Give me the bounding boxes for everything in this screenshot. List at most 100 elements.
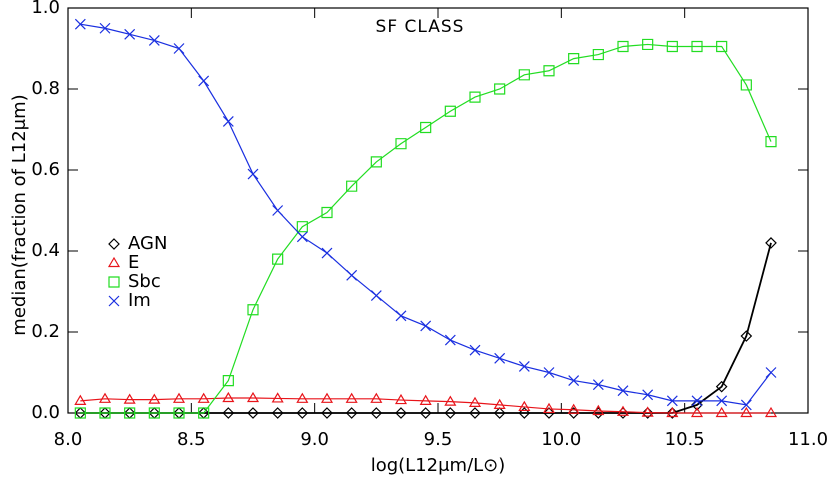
y-tick-label: 0.0: [31, 402, 60, 423]
data-point: [468, 396, 482, 407]
data-point: [740, 79, 752, 91]
data-point: [123, 393, 136, 404]
data-point: [716, 40, 728, 53]
data-point: [272, 253, 284, 265]
data-point: [493, 407, 506, 419]
chart-title: SF CLASS: [376, 17, 465, 37]
series-line: [80, 397, 771, 414]
data-point: [271, 407, 284, 419]
plot-frame: [67, 7, 809, 414]
data-point: [222, 391, 235, 403]
x-axis-label: log(L12μm/L⊙): [371, 455, 506, 476]
legend-marker: [107, 256, 121, 268]
legend-label: E: [128, 252, 139, 273]
data-point: [395, 138, 407, 150]
data-point: [740, 406, 753, 418]
data-point: [370, 290, 382, 301]
data-point: [616, 405, 630, 416]
y-tick-label: 0.2: [31, 321, 60, 342]
data-point: [666, 40, 678, 53]
data-point: [99, 407, 111, 419]
data-point: [370, 392, 383, 403]
data-point: [592, 404, 605, 416]
data-point: [345, 392, 358, 403]
series-line: [80, 43, 772, 414]
legend-label: AGN: [128, 233, 167, 254]
data-point: [395, 310, 407, 322]
data-point: [320, 392, 334, 403]
data-point: [346, 180, 358, 192]
data-point: [370, 156, 382, 168]
y-tick-label: 0.8: [31, 78, 60, 99]
data-point: [419, 407, 432, 419]
data-point: [74, 18, 86, 30]
data-point: [493, 398, 506, 409]
data-point: [666, 395, 678, 407]
data-point: [444, 395, 457, 406]
data-point: [666, 406, 679, 418]
data-point: [691, 395, 703, 407]
data-point: [740, 399, 752, 411]
x-tick-label: 10.0: [541, 429, 581, 450]
legend-label: Sbc: [128, 271, 161, 292]
data-point: [222, 115, 234, 127]
legend-label: Im: [128, 290, 151, 311]
data-point: [222, 375, 234, 387]
x-tick-label: 11.0: [788, 429, 828, 450]
data-point: [666, 407, 679, 419]
data-point: [173, 43, 185, 54]
data-point: [99, 22, 111, 34]
x-tick-label: 10.5: [665, 429, 705, 450]
x-tick-label: 9.5: [424, 429, 453, 450]
data-point: [716, 395, 728, 407]
data-point: [765, 367, 777, 378]
y-tick-label: 0.4: [31, 240, 60, 261]
data-point: [272, 205, 284, 216]
data-point: [469, 407, 481, 419]
data-point: [420, 121, 432, 134]
data-point: [568, 375, 580, 387]
data-point: [271, 392, 284, 403]
data-point: [247, 304, 259, 316]
data-point: [518, 69, 530, 81]
data-point: [469, 344, 481, 356]
data-point: [691, 399, 703, 411]
data-point: [715, 406, 728, 418]
data-point: [518, 407, 531, 419]
legend-marker: [108, 295, 120, 307]
data-point: [74, 407, 86, 419]
data-point: [592, 48, 604, 61]
data-point: [642, 389, 654, 401]
data-point: [246, 391, 260, 403]
data-point: [148, 393, 161, 404]
data-point: [567, 403, 580, 414]
data-point: [765, 237, 777, 249]
data-point: [691, 40, 703, 53]
data-point: [124, 407, 136, 419]
series-line: [80, 242, 772, 414]
data-point: [642, 38, 654, 51]
data-point: [394, 393, 408, 405]
data-point: [764, 406, 778, 418]
y-axis-label: median(fraction of L12μm): [9, 94, 30, 335]
data-point: [543, 65, 555, 77]
data-point: [518, 361, 530, 372]
data-point: [321, 206, 333, 219]
data-point: [148, 407, 160, 419]
data-point: [592, 379, 604, 391]
x-tick-label: 8.5: [177, 429, 206, 450]
data-point: [617, 385, 629, 397]
data-point: [172, 392, 186, 403]
data-point: [346, 269, 358, 281]
data-point: [444, 105, 456, 117]
legend-marker: [108, 276, 120, 288]
data-point: [198, 75, 210, 87]
x-tick-label: 9.0: [300, 429, 329, 450]
data-point: [124, 28, 136, 40]
x-tick-label: 8.0: [54, 429, 83, 450]
legend-marker: [108, 238, 120, 250]
data-point: [419, 394, 432, 405]
data-point: [370, 407, 383, 419]
data-point: [740, 330, 753, 342]
data-point: [617, 40, 629, 53]
